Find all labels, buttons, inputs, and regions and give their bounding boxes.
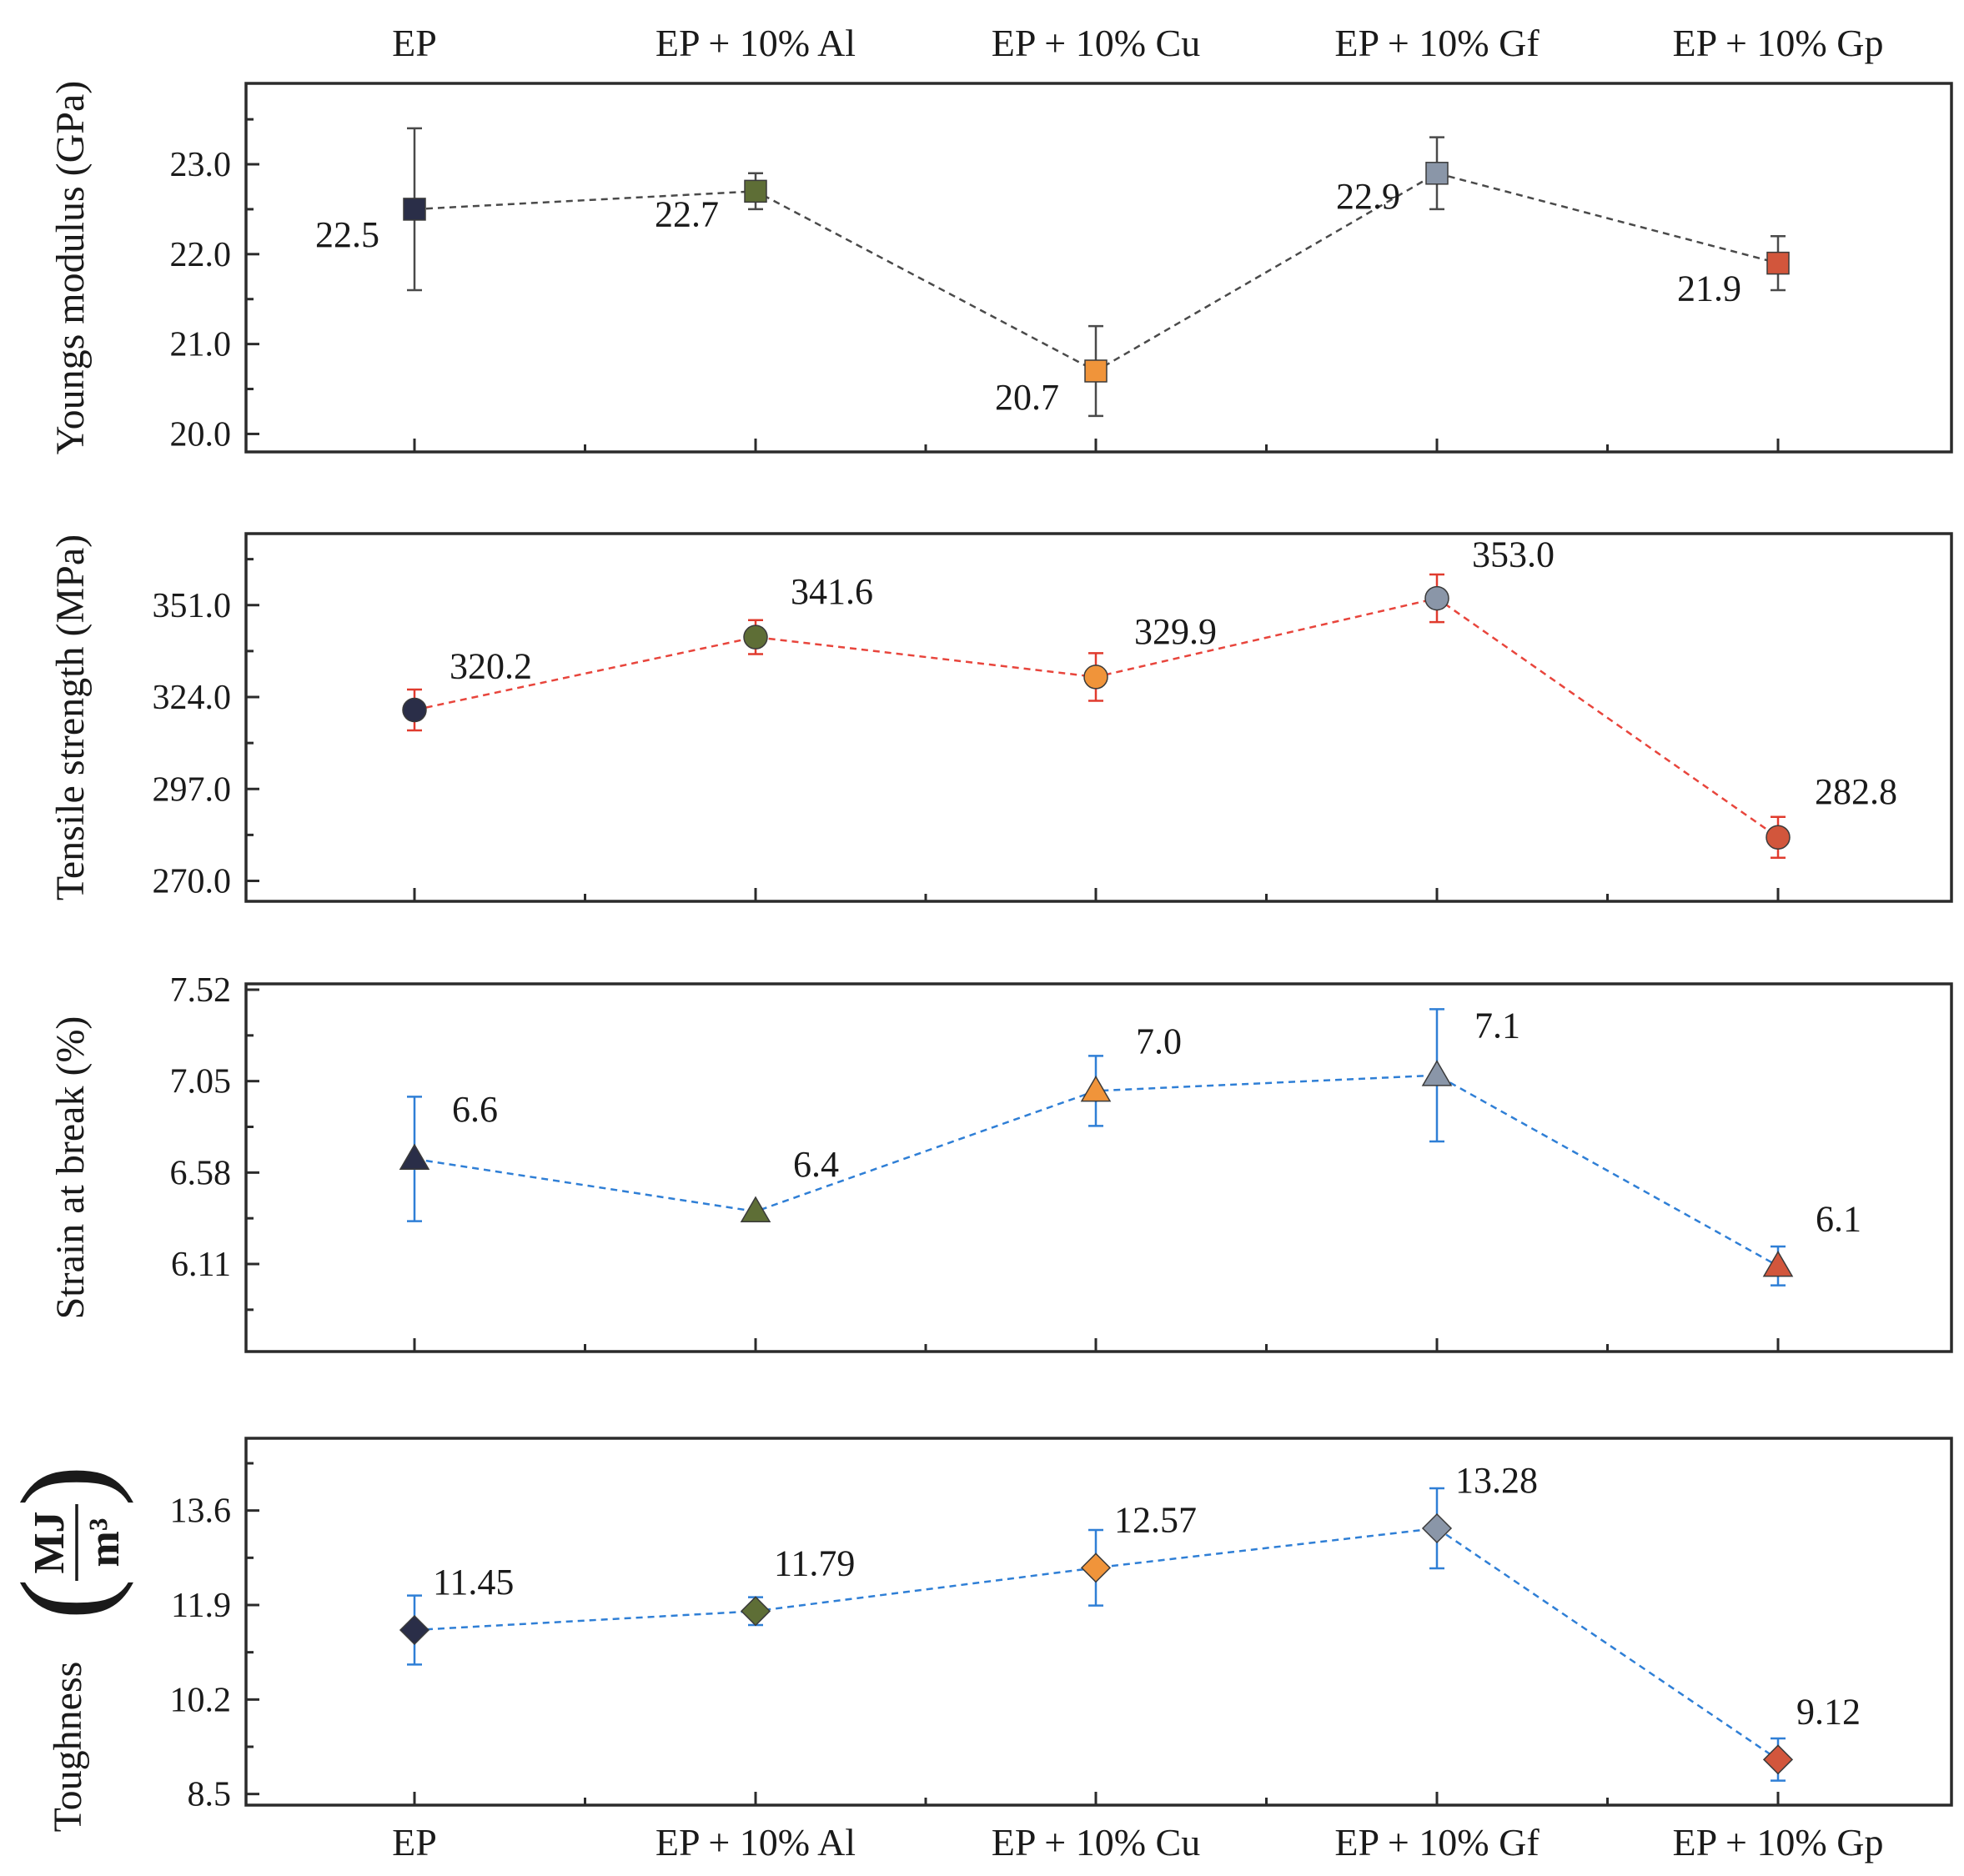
unit-numerator: MJ [26, 1511, 73, 1573]
panel-1: 20.0 21.0 22.0 23.0 Youngs modulus (GPa) EP EP… [48, 22, 1953, 455]
plot-frame [244, 532, 1953, 903]
y-tick-label: 11.9 [171, 1587, 231, 1625]
panel-4: 8.5 10.2 11.9 13.6 Toughness ()MJ m³ EP EP + 10%… [0, 1437, 1953, 1863]
panel-3: 6.11 6.58 7.05 7.52 Strain at break (%) 6.6 6.… [48, 971, 1953, 1353]
y-tick-label: 21.0 [170, 326, 232, 364]
unit-right-paren: ) [0, 1465, 134, 1507]
y-tick-label: 10.2 [170, 1681, 232, 1719]
data-point-circle [1083, 665, 1108, 690]
y-tick-label: 270.0 [153, 863, 232, 901]
data-point-diamond [1421, 1512, 1453, 1544]
data-point-circle [1424, 585, 1449, 611]
data-label: 6.6 [452, 1089, 498, 1130]
data-label: 282.8 [1815, 771, 1897, 812]
data-point-triangle [1421, 1060, 1453, 1086]
top-category-label: EP [392, 22, 437, 64]
y-axis-title: Toughness [46, 1662, 90, 1833]
data-point-circle [743, 624, 768, 650]
y-tick-label: 6.11 [171, 1246, 231, 1284]
data-point-diamond [740, 1596, 771, 1627]
y-tick-label: 23.0 [170, 146, 232, 184]
data-point-circle [402, 697, 427, 723]
bottom-category-label: EP + 10% Gp [1673, 1821, 1884, 1863]
bottom-category-label: EP + 10% Al [656, 1821, 856, 1863]
data-label: 11.79 [774, 1542, 855, 1583]
data-label: 13.28 [1455, 1460, 1538, 1501]
data-label: 22.9 [1336, 176, 1400, 217]
y-tick-label: 8.5 [188, 1776, 232, 1814]
unit-left-paren: ( [0, 1578, 134, 1620]
data-point-diamond [399, 1614, 430, 1646]
data-label: 9.12 [1796, 1691, 1861, 1732]
top-category-label: EP + 10% Cu [992, 22, 1200, 64]
data-point-square [403, 198, 426, 221]
data-label: 329.9 [1134, 611, 1217, 652]
data-point-square [744, 179, 767, 203]
y-tick-label: 7.05 [170, 1063, 232, 1101]
plot-frame [244, 1437, 1953, 1807]
data-point-triangle [1080, 1075, 1112, 1102]
data-label: 6.1 [1816, 1198, 1861, 1239]
top-category-label: EP + 10% Gp [1673, 22, 1884, 64]
data-label: 341.6 [791, 571, 873, 612]
top-category-label: EP + 10% Gf [1334, 22, 1540, 64]
y-tick-label: 351.0 [153, 587, 232, 625]
unit-denominator: m³ [81, 1518, 128, 1568]
y-tick-label: 7.52 [170, 971, 232, 1010]
bottom-category-label: EP + 10% Gf [1334, 1821, 1540, 1863]
data-label: 20.7 [995, 377, 1059, 418]
data-label: 21.9 [1677, 268, 1741, 309]
panel-2: 270.0 297.0 324.0 351.0 Tensile strength (MP… [48, 532, 1953, 903]
data-label: 353.0 [1472, 534, 1555, 575]
data-point-square [1084, 359, 1108, 383]
data-label: 320.2 [450, 646, 532, 687]
plot-frame [244, 82, 1953, 454]
y-axis-title: Youngs modulus (GPa) [48, 81, 93, 455]
data-label: 6.4 [793, 1144, 839, 1185]
top-category-label: EP + 10% Al [656, 22, 856, 64]
data-point-diamond [1762, 1744, 1794, 1775]
data-label: 7.1 [1474, 1006, 1520, 1046]
data-point-square [1766, 251, 1790, 275]
y-tick-label: 22.0 [170, 236, 232, 274]
y-tick-label: 297.0 [153, 770, 232, 809]
data-point-triangle [399, 1143, 430, 1170]
y-tick-label: 324.0 [153, 679, 232, 717]
y-tick-label: 13.6 [170, 1492, 232, 1531]
plot-frame [244, 982, 1953, 1353]
data-label: 22.7 [655, 193, 719, 234]
data-point-triangle [740, 1196, 771, 1222]
y-axis-unit: ()MJ m³ [0, 1465, 134, 1620]
data-label: 12.57 [1114, 1499, 1197, 1540]
bottom-category-label: EP [392, 1821, 437, 1863]
series-line [414, 1527, 1779, 1761]
data-label: 11.45 [433, 1562, 514, 1603]
y-axis-title: Tensile strength (MPa) [48, 534, 93, 900]
y-tick-label: 20.0 [170, 415, 232, 454]
series-line [414, 597, 1779, 839]
data-point-triangle [1762, 1250, 1794, 1277]
data-label: 7.0 [1136, 1021, 1182, 1061]
data-label: 22.5 [315, 214, 379, 255]
y-axis-title: Strain at break (%) [48, 1016, 93, 1320]
bottom-category-label: EP + 10% Cu [992, 1821, 1200, 1863]
data-point-diamond [1080, 1552, 1112, 1583]
data-point-square [1425, 162, 1449, 185]
data-point-circle [1766, 825, 1791, 850]
y-tick-label: 6.58 [170, 1154, 232, 1192]
